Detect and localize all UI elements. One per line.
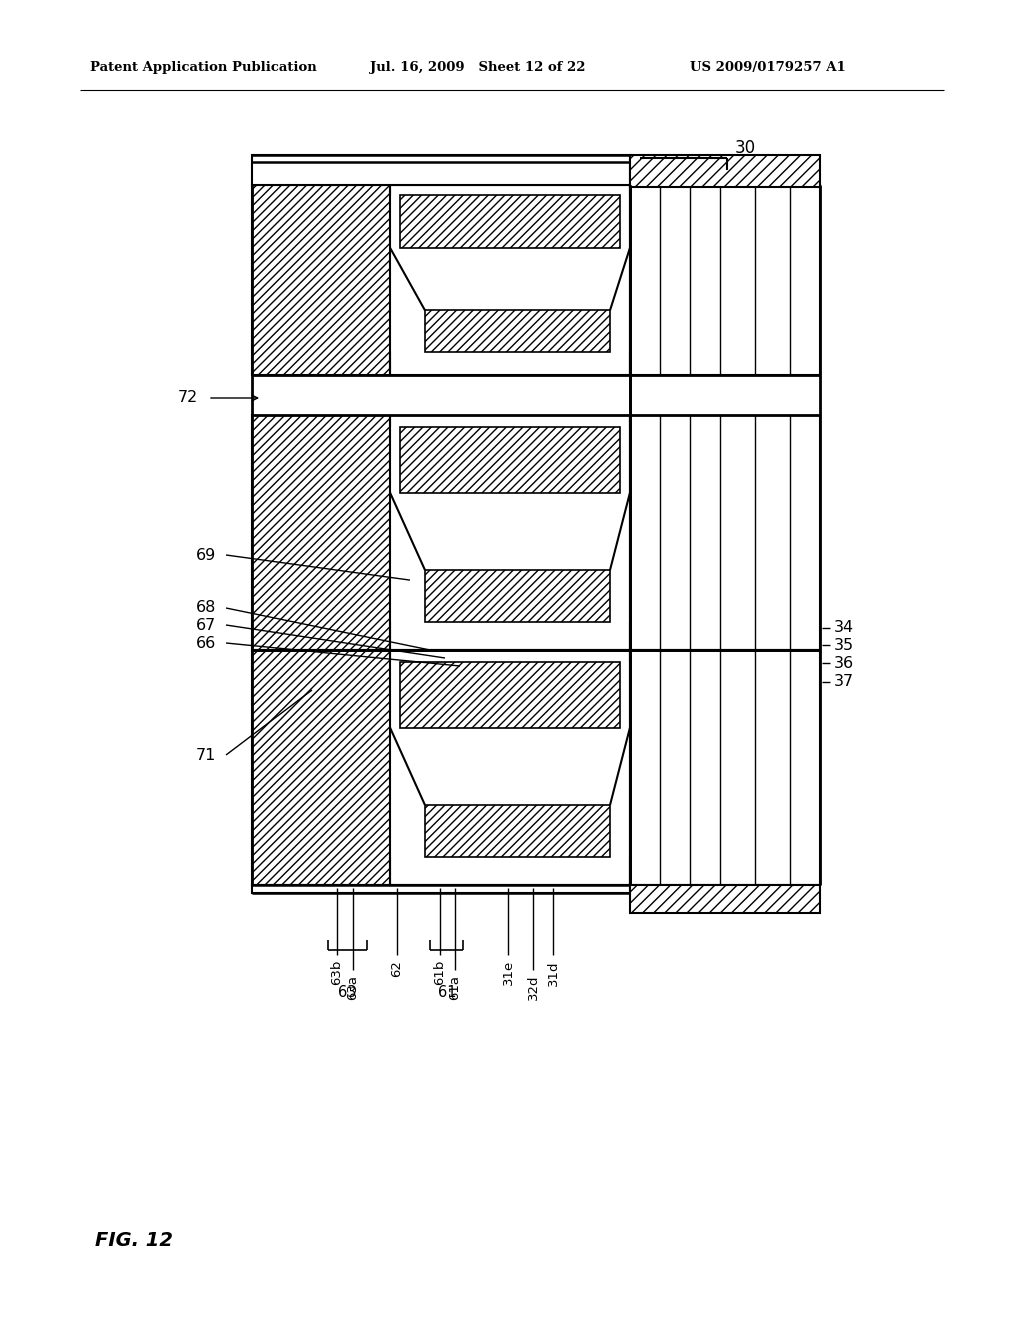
Text: Jul. 16, 2009   Sheet 12 of 22: Jul. 16, 2009 Sheet 12 of 22: [370, 62, 586, 74]
Text: 63b: 63b: [331, 960, 343, 985]
Text: 67: 67: [196, 618, 216, 632]
Text: 69: 69: [196, 548, 216, 562]
Text: 61: 61: [437, 985, 457, 1001]
Text: Patent Application Publication: Patent Application Publication: [90, 62, 316, 74]
Bar: [390, 649, 630, 884]
Text: 37: 37: [834, 675, 854, 689]
Text: 68: 68: [196, 601, 216, 615]
Text: 71: 71: [196, 747, 216, 763]
Bar: [630, 375, 820, 414]
Bar: [252, 375, 820, 414]
Text: 63: 63: [338, 985, 356, 1001]
Text: US 2009/0179257 A1: US 2009/0179257 A1: [690, 62, 846, 74]
Bar: [630, 185, 820, 884]
Text: 31e: 31e: [502, 960, 514, 985]
Text: 32d: 32d: [526, 975, 540, 1001]
Text: FIG. 12: FIG. 12: [95, 1230, 173, 1250]
Text: 63a: 63a: [346, 975, 359, 1001]
Text: 31d: 31d: [547, 960, 559, 986]
Bar: [390, 414, 630, 649]
Text: 30: 30: [735, 139, 756, 157]
Text: 72: 72: [178, 391, 199, 405]
Text: 62: 62: [390, 960, 403, 977]
Bar: [400, 194, 620, 248]
Bar: [630, 185, 820, 375]
Text: 36: 36: [834, 656, 854, 671]
Bar: [630, 649, 820, 884]
Bar: [400, 426, 620, 492]
Bar: [630, 154, 820, 187]
Bar: [630, 414, 820, 649]
Bar: [425, 570, 610, 622]
Bar: [252, 414, 630, 649]
Text: 61a: 61a: [449, 975, 462, 1001]
Bar: [252, 884, 630, 894]
Text: 66: 66: [196, 635, 216, 651]
Text: 35: 35: [834, 638, 854, 652]
Bar: [252, 185, 630, 375]
Text: 34: 34: [834, 620, 854, 635]
Bar: [252, 154, 630, 185]
Bar: [400, 661, 620, 727]
Bar: [252, 649, 630, 884]
Bar: [390, 185, 630, 375]
Bar: [630, 884, 820, 913]
Bar: [425, 805, 610, 857]
Bar: [425, 310, 610, 352]
Text: 61b: 61b: [433, 960, 446, 985]
